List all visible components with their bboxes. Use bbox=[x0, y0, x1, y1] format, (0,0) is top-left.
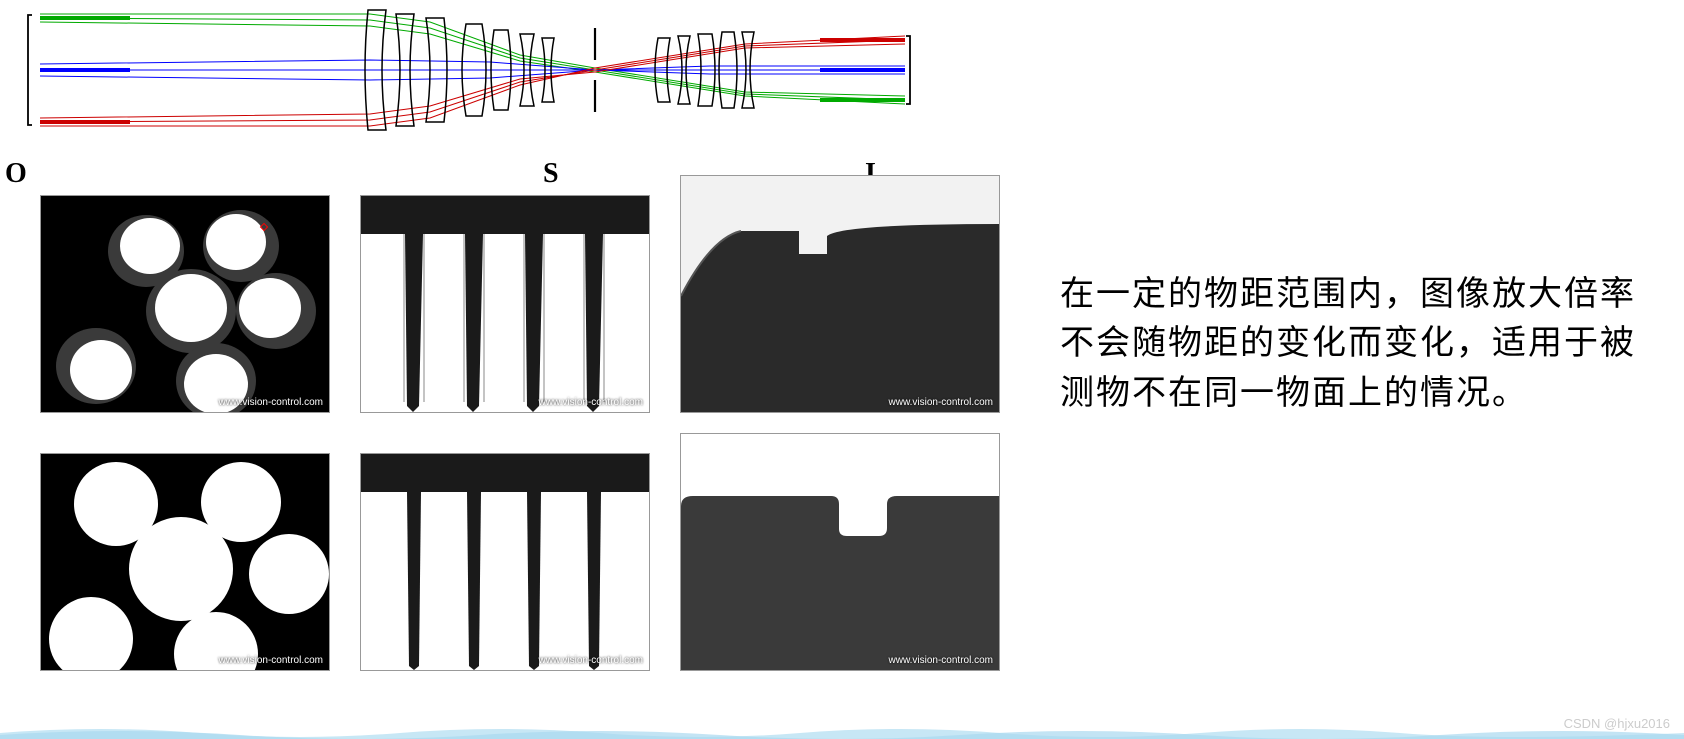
watermark-text: www.vision-control.com bbox=[219, 655, 323, 666]
label-stop: S bbox=[543, 158, 559, 190]
watermark-text: www.vision-control.com bbox=[889, 397, 993, 408]
sample-fork-telecentric: www.vision-control.com bbox=[360, 453, 650, 671]
watermark-text: www.vision-control.com bbox=[219, 397, 323, 408]
watermark-text: www.vision-control.com bbox=[539, 397, 643, 408]
decorative-wave bbox=[0, 725, 1684, 739]
sample-fork-standard: www.vision-control.com bbox=[360, 195, 650, 413]
label-object: O bbox=[5, 158, 27, 190]
sample-holes-standard: www.vision-control.com bbox=[40, 195, 330, 413]
sample-step-standard: www.vision-control.com bbox=[680, 175, 1000, 413]
watermark-text: www.vision-control.com bbox=[889, 655, 993, 666]
sample-row-standard: www.vision-control.com bbox=[40, 195, 1010, 413]
optical-ray-diagram bbox=[10, 0, 930, 160]
sample-holes-telecentric: www.vision-control.com bbox=[40, 453, 330, 671]
sample-step-telecentric: www.vision-control.com bbox=[680, 433, 1000, 671]
sample-row-telecentric: www.vision-control.com www.vision-contro… bbox=[40, 453, 1010, 671]
sample-images-grid: www.vision-control.com bbox=[40, 195, 1010, 711]
watermark-text: www.vision-control.com bbox=[539, 655, 643, 666]
description-paragraph: 在一定的物距范围内，图像放大倍率不会随物距的变化而变化，适用于被测物不在同一物面… bbox=[1060, 270, 1640, 418]
